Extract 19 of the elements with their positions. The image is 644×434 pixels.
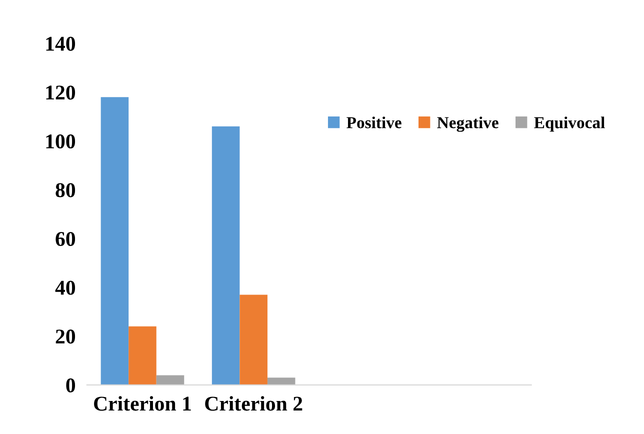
y-tick-label: 0 bbox=[66, 378, 76, 392]
legend-label: Negative bbox=[437, 116, 498, 132]
y-tick-label: 60 bbox=[56, 232, 76, 246]
bar bbox=[212, 126, 240, 385]
bar bbox=[240, 294, 268, 385]
y-tick-label: 40 bbox=[55, 280, 76, 295]
y-tick-label: 140 bbox=[46, 36, 76, 51]
y-tick-label: 20 bbox=[56, 330, 76, 344]
y-tick-label: 80 bbox=[56, 183, 76, 198]
x-tick-label: Criterion 2 bbox=[205, 396, 302, 411]
bar bbox=[100, 97, 129, 385]
y-tick-label: 120 bbox=[46, 86, 76, 100]
legend-label: Equivocal bbox=[534, 116, 605, 132]
y-tick-label: 100 bbox=[46, 134, 76, 148]
legend-label: Positive bbox=[346, 116, 402, 128]
bar bbox=[267, 378, 296, 385]
bar bbox=[128, 326, 156, 385]
bar bbox=[156, 375, 184, 385]
x-tick-label: Criterion 1 bbox=[94, 396, 191, 411]
